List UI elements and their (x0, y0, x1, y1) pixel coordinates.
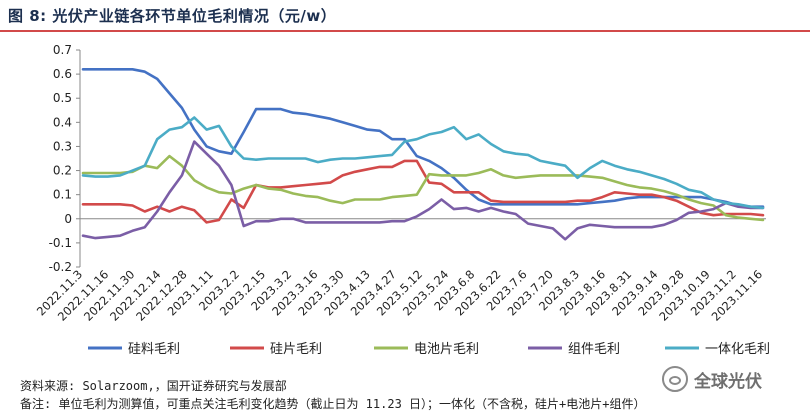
y-tick-label: 0.7 (53, 43, 72, 57)
series-line-3 (81, 154, 765, 222)
y-tick-label: 0.1 (53, 188, 72, 202)
y-tick-label: -0.2 (49, 260, 72, 274)
y-tick-label: -0.1 (49, 236, 72, 250)
footnote: 备注: 单位毛利为测算值，可重点关注毛利变化趋势（截止日为 11.23 日）；一… (20, 397, 646, 411)
chart-title-bar: 图 8: 光伏产业链各环节单位毛利情况（元/w） (0, 0, 810, 32)
legend-label: 电池片毛利 (414, 342, 479, 357)
source-note: 资料来源: Solarzoom,，国开证券研究与发展部 (20, 379, 287, 393)
series-line-4 (81, 140, 765, 241)
watermark-text: 全球光伏 (694, 371, 762, 392)
wechat-logo-icon (662, 366, 688, 392)
y-tick-label: 0.2 (53, 164, 72, 178)
legend-label: 一体化毛利 (705, 342, 770, 357)
legend-label: 组件毛利 (568, 342, 620, 357)
chart-title: 图 8: 光伏产业链各环节单位毛利情况（元/w） (8, 7, 337, 25)
legend-label: 硅料毛利 (128, 342, 180, 357)
watermark: 全球光伏 (662, 363, 802, 395)
series-line-1 (81, 67, 765, 208)
y-tick-label: 0 (64, 212, 72, 226)
y-tick-label: 0.4 (53, 115, 72, 129)
series-line-5 (81, 116, 765, 210)
y-tick-label: 0.3 (53, 139, 72, 153)
y-tick-label: 0.5 (53, 91, 72, 105)
series-line-2 (81, 159, 765, 224)
line-chart: -0.2-0.100.10.20.30.40.50.60.72022.11.32… (34, 43, 770, 357)
y-tick-label: 0.6 (53, 67, 72, 81)
legend-label: 硅片毛利 (270, 342, 322, 357)
